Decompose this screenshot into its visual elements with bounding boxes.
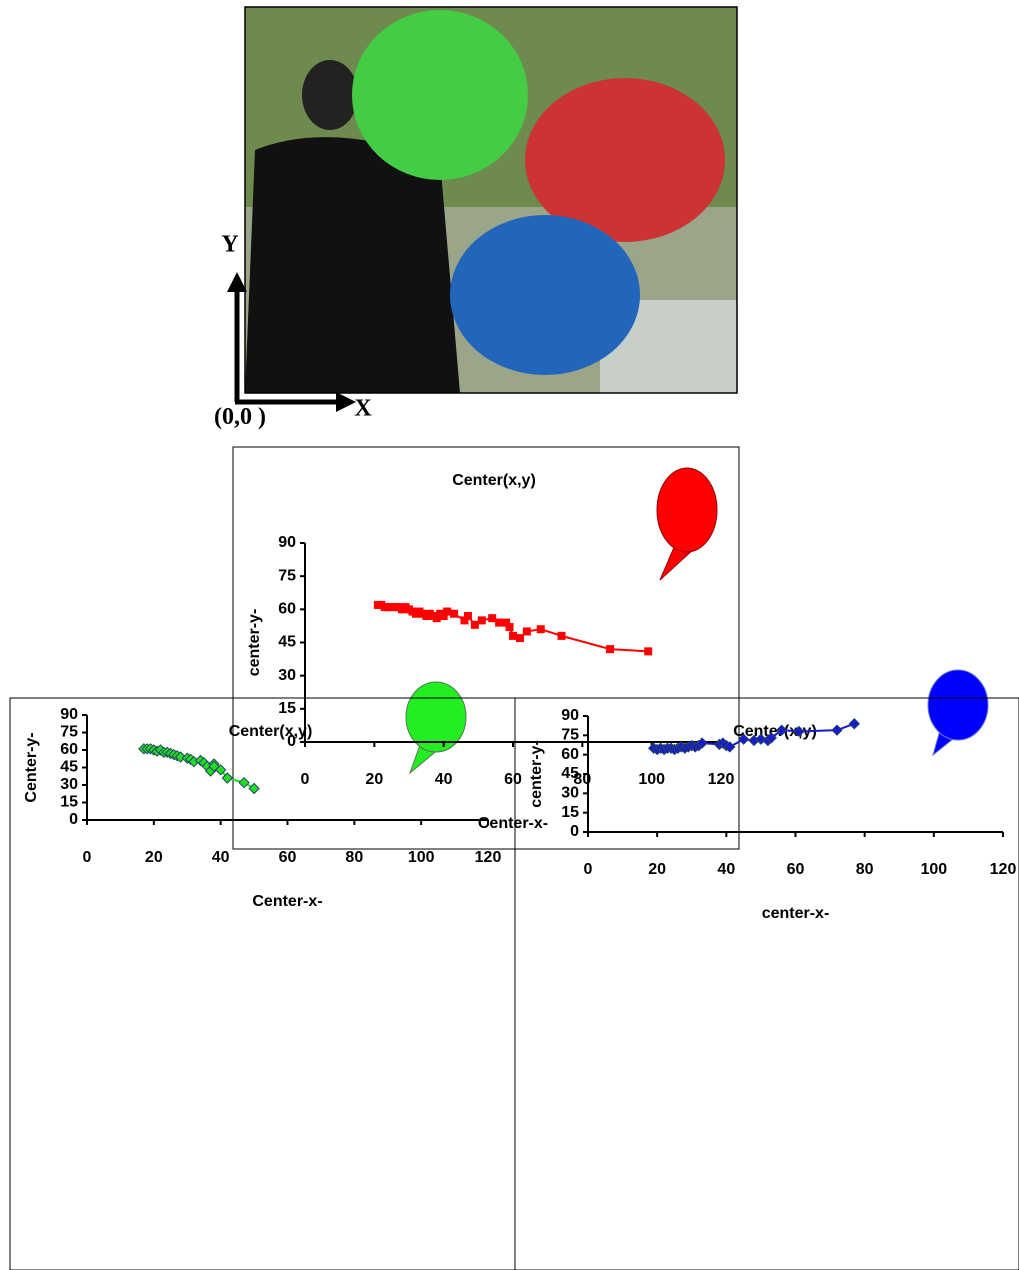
x-tick-label: 80: [345, 849, 363, 866]
x-tick-label: 20: [365, 771, 383, 788]
y-axis-label: center-y-: [528, 740, 545, 808]
marker: [443, 607, 452, 616]
y-tick-label: 15: [278, 700, 296, 717]
marker: [509, 631, 517, 640]
y-tick-label: 60: [561, 746, 579, 763]
marker: [470, 620, 479, 629]
origin-label: (0,0 ): [214, 404, 266, 430]
y-tick-label: 15: [561, 804, 579, 821]
marker: [831, 724, 843, 736]
x-tick-label: 40: [435, 771, 453, 788]
chart-title: Center(x,y): [229, 723, 313, 740]
marker: [522, 627, 531, 636]
y-tick-label: 90: [278, 534, 296, 551]
marker: [214, 764, 227, 776]
y-tick-label: 75: [278, 567, 296, 584]
x-tick-label: 60: [787, 861, 805, 878]
y-tick-label: 30: [60, 776, 78, 793]
y-tick-label: 45: [60, 759, 78, 776]
x-axis-label: Center-x-: [252, 893, 322, 910]
x-tick-label: 40: [212, 849, 230, 866]
y-tick-label: 30: [561, 785, 579, 802]
x-tick-label: 0: [584, 861, 593, 878]
marker: [848, 718, 860, 730]
marker: [495, 618, 504, 627]
marker: [644, 647, 653, 656]
x-tick-label: 20: [145, 849, 163, 866]
marker: [515, 634, 524, 643]
x-tick-label: 120: [708, 771, 735, 788]
x-tick-label: 60: [504, 771, 522, 788]
x-tick-label: 100: [920, 861, 947, 878]
blue-balloon-icon: [927, 669, 989, 757]
y-axis-label: Center-y-: [23, 732, 40, 802]
y-axis-label: center-y-: [246, 609, 263, 677]
y-tick-label: 60: [60, 741, 78, 758]
x-tick-label: 40: [717, 861, 735, 878]
x-tick-label: 100: [408, 849, 435, 866]
x-axis-label: Center-x-: [478, 815, 548, 832]
y-tick-label: 90: [561, 707, 579, 724]
marker: [775, 724, 788, 736]
red-balloon-icon: [656, 467, 718, 581]
marker: [696, 737, 708, 749]
marker: [536, 625, 545, 634]
x-tick-label: 100: [638, 771, 665, 788]
y-tick-label: 45: [561, 765, 579, 782]
marker: [765, 732, 777, 744]
photo-frame: [244, 6, 738, 394]
y-tick-label: 30: [278, 667, 296, 684]
x-tick-label: 120: [475, 849, 502, 866]
y-arrow-head: [227, 272, 247, 292]
y-tick-label: 0: [287, 733, 296, 750]
marker: [724, 741, 736, 753]
photo: [245, 7, 737, 393]
marker: [502, 618, 511, 627]
y-tick-label: 0: [69, 811, 78, 828]
marker: [737, 733, 750, 745]
chart-frame: [514, 697, 1019, 1270]
x-axis-label: center-x-: [762, 905, 830, 922]
marker: [450, 609, 459, 618]
y-tick-label: 15: [60, 794, 78, 811]
marker: [463, 611, 472, 620]
x-tick-label: 120: [990, 861, 1017, 878]
marker: [606, 645, 615, 654]
chart-frame: [232, 446, 740, 850]
marker: [238, 776, 250, 789]
marker: [432, 614, 441, 623]
x-tick-label: 0: [83, 849, 92, 866]
x-arrow-head: [336, 392, 356, 412]
y-tick-label: 75: [561, 727, 579, 744]
marker: [221, 772, 234, 784]
x-tick-label: 80: [856, 861, 874, 878]
x-axis-label: X: [354, 396, 372, 422]
y-tick-label: 90: [60, 706, 78, 723]
green-balloon-icon: [405, 681, 467, 775]
y-axis-label: Y: [221, 232, 238, 258]
marker: [248, 782, 260, 795]
x-tick-label: 80: [573, 771, 591, 788]
y-tick-label: 75: [60, 724, 78, 741]
marker: [793, 725, 805, 738]
marker: [439, 611, 448, 620]
marker: [477, 616, 486, 625]
marker: [505, 623, 514, 632]
marker: [460, 616, 469, 625]
chart-title: Center(x,y): [452, 472, 536, 489]
y-tick-label: 45: [278, 634, 296, 651]
x-tick-label: 0: [301, 771, 310, 788]
marker: [488, 614, 497, 623]
marker: [557, 631, 566, 640]
x-tick-label: 20: [648, 861, 666, 878]
y-tick-label: 60: [278, 601, 296, 618]
y-tick-label: 0: [570, 823, 579, 840]
x-tick-label: 60: [279, 849, 297, 866]
